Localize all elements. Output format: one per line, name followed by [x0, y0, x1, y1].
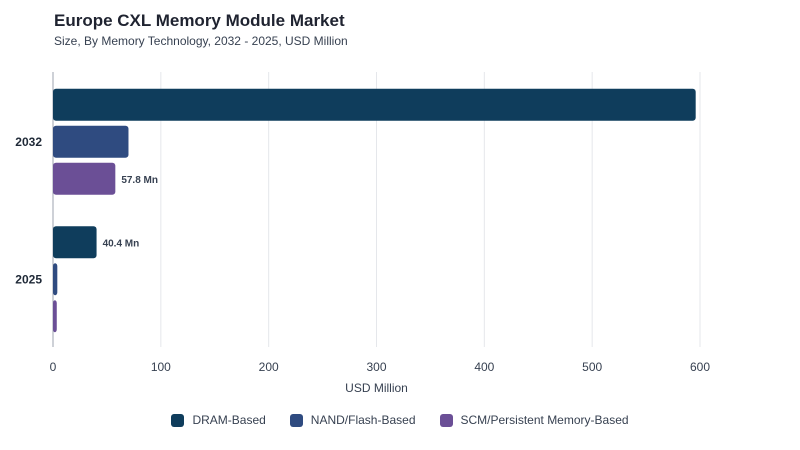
legend-item-dram[interactable]: DRAM-Based: [171, 413, 266, 427]
legend-swatch-dram: [171, 413, 185, 427]
bar: [53, 226, 97, 259]
bar: [53, 125, 129, 158]
chart-title: Europe CXL Memory Module Market: [54, 11, 345, 30]
legend-label-scm: SCM/Persistent Memory-Based: [460, 413, 629, 427]
x-tick-label: 300: [366, 360, 386, 374]
y-category-label: 2025: [15, 272, 42, 286]
legend: DRAM-Based NAND/Flash-Based SCM/Persiste…: [0, 413, 800, 427]
chart-subtitle: Size, By Memory Technology, 2032 - 2025,…: [54, 34, 348, 48]
bar: [53, 300, 57, 333]
x-tick-label: 600: [690, 360, 710, 374]
legend-item-scm[interactable]: SCM/Persistent Memory-Based: [439, 413, 629, 427]
x-axis-title: USD Million: [345, 381, 408, 395]
legend-swatch-nand: [289, 413, 303, 427]
x-tick-label: 0: [50, 360, 57, 374]
x-tick-label: 200: [259, 360, 279, 374]
bar-data-label: 40.4 Mn: [103, 238, 140, 249]
legend-label-nand: NAND/Flash-Based: [310, 413, 416, 427]
legend-swatch-scm: [439, 413, 453, 427]
x-tick-label: 100: [151, 360, 171, 374]
bar: [53, 88, 696, 121]
legend-label-dram: DRAM-Based: [192, 413, 266, 427]
x-tick-label: 500: [582, 360, 602, 374]
x-tick-label: 400: [474, 360, 494, 374]
legend-item-nand[interactable]: NAND/Flash-Based: [289, 413, 416, 427]
y-category-label: 2032: [15, 135, 42, 149]
bar: [53, 263, 58, 296]
bar: [53, 162, 116, 195]
bar-data-label: 57.8 Mn: [121, 175, 158, 186]
